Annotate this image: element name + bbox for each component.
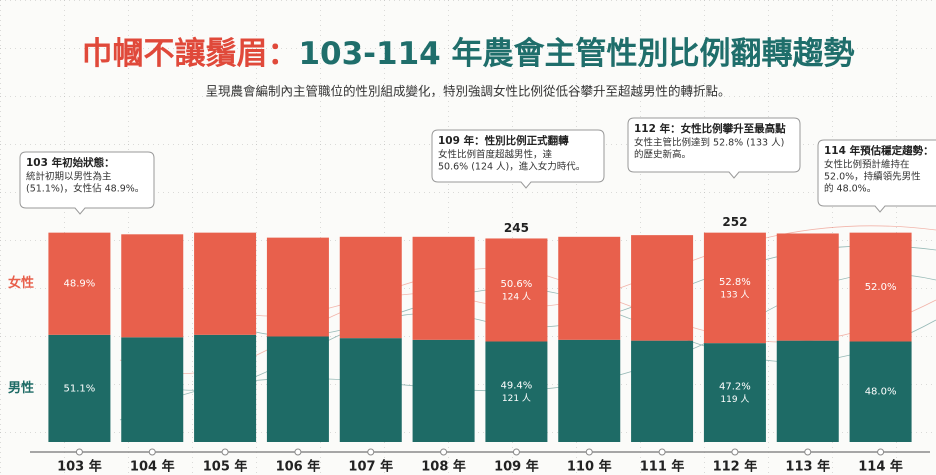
x-tick-label: 107 年 [348, 459, 393, 475]
bar-segment [267, 336, 329, 442]
bar-segment [267, 238, 329, 337]
bar-segment [558, 237, 620, 340]
x-tick-label: 104 年 [130, 459, 175, 475]
axis-dot [732, 449, 738, 455]
axis-dot [368, 449, 374, 455]
chart: 巾幗不讓鬚眉：103-114 年農會主管性別比例翻轉趨勢 呈現農會編制內主管職位… [0, 0, 936, 475]
axis-dot [878, 449, 884, 455]
x-tick-label: 105 年 [203, 459, 248, 475]
percent-label: 52.0% [865, 282, 897, 293]
axis-dot [441, 449, 447, 455]
annotation-title: 114 年預估穩定趨勢： [824, 144, 934, 157]
axis-dot [513, 449, 519, 455]
annotation-title: 109 年：性別比例正式翻轉 [438, 134, 569, 147]
legend-label: 男性 [8, 380, 34, 396]
bar-segment [413, 340, 475, 442]
annotation-line: 女性比例預計維持在 [824, 159, 910, 171]
axis-dot [149, 449, 155, 455]
bar-segment [558, 340, 620, 442]
count-label: 121 人 [502, 393, 531, 404]
count-label: 133 人 [720, 289, 749, 300]
bar-segment [194, 233, 256, 335]
annotation-line: 的歷史新高。 [634, 149, 691, 161]
bar-segment [777, 341, 839, 442]
axis-dot [295, 449, 301, 455]
annotation-line: 統計初期以男性為主 [26, 171, 112, 183]
axis-dot [76, 449, 82, 455]
x-tick-label: 114 年 [858, 459, 903, 475]
annotation-line: 的 48.0%。 [824, 183, 876, 195]
bar-segment [194, 335, 256, 442]
bar-segment [340, 237, 402, 338]
percent-label: 47.2% [719, 382, 751, 393]
percent-label: 52.8% [719, 277, 751, 288]
bar-segment [631, 341, 693, 442]
subtitle: 呈現農會編制內主管職位的性別組成變化，特別強調女性比例從低谷攀升至超越男性的轉折… [205, 84, 730, 99]
x-tick-label: 103 年 [57, 459, 102, 475]
x-tick-label: 112 年 [713, 459, 758, 475]
annotation-title: 103 年初始狀態： [26, 156, 115, 169]
annotation-title: 112 年：女性比例攀升至最高點 [634, 122, 786, 135]
percent-label: 48.0% [865, 387, 897, 398]
bar-segment [631, 235, 693, 341]
title-prefix: 巾幗不讓鬚眉： [81, 36, 298, 72]
x-tick-label: 111 年 [640, 459, 685, 475]
chart-title: 巾幗不讓鬚眉：103-114 年農會主管性別比例翻轉趨勢 [81, 36, 854, 72]
axis-dot [222, 449, 228, 455]
percent-label: 49.4% [501, 381, 533, 392]
page: 巾幗不讓鬚眉：103-114 年農會主管性別比例翻轉趨勢 呈現農會編制內主管職位… [0, 0, 936, 475]
axis-dot [586, 449, 592, 455]
legend-label: 女性 [8, 275, 34, 291]
total-label: 252 [722, 215, 747, 229]
percent-label: 51.1% [64, 383, 96, 394]
count-label: 119 人 [720, 394, 749, 405]
x-tick-label: 109 年 [494, 459, 539, 475]
x-tick-label: 113 年 [785, 459, 830, 475]
count-label: 124 人 [502, 291, 531, 302]
percent-label: 48.9% [64, 279, 96, 290]
annotation-line: 女性比例首度超越男性，達 [438, 149, 553, 161]
annotation-line: 52.0%，持續領先男性 [824, 171, 921, 183]
x-tick-label: 108 年 [421, 459, 466, 475]
bar-segment [121, 234, 183, 337]
annotation-line: 50.6% (124 人)，進入女力時代。 [438, 161, 585, 173]
x-tick-label: 110 年 [567, 459, 612, 475]
total-label: 245 [504, 221, 529, 235]
bar-segment [413, 237, 475, 340]
bar-segment [340, 338, 402, 442]
percent-label: 50.6% [501, 279, 533, 290]
annotation: 103 年初始狀態： 統計初期以男性為主(51.1%)，女性佔 48.9%。 [20, 152, 154, 214]
axis-dot [805, 449, 811, 455]
x-tick-label: 106 年 [276, 459, 321, 475]
bar-segment [121, 337, 183, 442]
annotation-line: 女性主管比例達到 52.8% (133 人) [634, 137, 784, 149]
annotation-line: (51.1%)，女性佔 48.9%。 [26, 183, 144, 195]
bar-segment [777, 233, 839, 340]
title-main: 103-114 年農會主管性別比例翻轉趨勢 [298, 36, 854, 72]
axis-dot [659, 449, 665, 455]
